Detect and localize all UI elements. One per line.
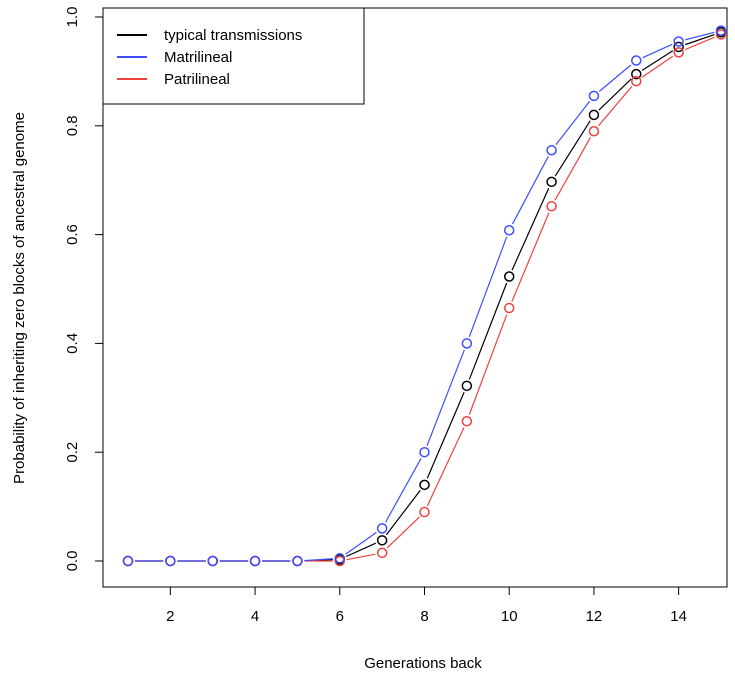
series-segment <box>641 50 674 71</box>
series-segment <box>426 349 465 446</box>
data-point <box>715 29 727 40</box>
data-point <box>546 176 557 188</box>
series-segment <box>641 55 674 78</box>
legend-label: Patrilineal <box>164 71 230 88</box>
data-point <box>461 338 473 349</box>
data-point <box>503 302 515 314</box>
series-segment <box>385 458 422 523</box>
data-point <box>588 109 600 121</box>
y-tick-label: 0.2 <box>64 442 81 463</box>
y-tick-label: 1.0 <box>64 7 81 28</box>
x-tick-label: 8 <box>420 608 428 625</box>
series-segment <box>385 490 421 536</box>
series-segment <box>642 43 673 59</box>
x-tick-label: 4 <box>251 608 259 625</box>
series-segment <box>597 86 633 127</box>
data-point <box>673 36 684 47</box>
data-point <box>376 535 388 546</box>
data-point <box>165 555 176 567</box>
series-patrilineal <box>122 29 727 567</box>
y-axis-label: Probability of inheriting zero blocks of… <box>11 112 28 484</box>
series-segment <box>468 282 508 380</box>
data-point <box>546 145 557 156</box>
data-point <box>631 75 642 87</box>
series-segment <box>555 101 591 146</box>
data-point <box>503 224 515 236</box>
legend-label: Matrilineal <box>164 49 232 66</box>
data-point <box>715 25 727 36</box>
series-segment <box>511 212 550 302</box>
series-segment <box>345 531 377 555</box>
data-point <box>376 523 388 534</box>
series-segment <box>685 31 715 41</box>
data-point <box>249 555 261 567</box>
series-group <box>122 25 727 567</box>
data-point <box>334 555 346 567</box>
data-point <box>122 555 134 567</box>
series-segment <box>685 33 715 46</box>
data-point <box>673 41 684 53</box>
y-tick-label: 0.4 <box>64 333 81 354</box>
x-tick-label: 12 <box>586 608 603 625</box>
series-typical-transmissions <box>122 26 727 567</box>
x-axis-label: Generations back <box>364 655 482 672</box>
data-point <box>588 125 600 137</box>
series-segment <box>554 120 591 177</box>
legend: typical transmissions Matrilineal Patrilin… <box>102 7 365 105</box>
series-segment <box>468 236 508 338</box>
data-point <box>419 506 430 518</box>
data-point <box>334 553 346 564</box>
data-point <box>673 47 684 58</box>
series-matrilineal <box>122 25 727 567</box>
series-segment <box>511 187 550 271</box>
series-segment <box>554 137 592 201</box>
series-segment <box>304 558 333 562</box>
series-segment <box>386 516 420 549</box>
data-point <box>546 201 557 212</box>
x-tick-label: 10 <box>501 608 518 625</box>
x-tick-label: 6 <box>336 608 344 625</box>
series-segment <box>468 314 508 415</box>
series-segment <box>426 392 465 479</box>
legend-label: typical transmissions <box>164 27 302 44</box>
data-point <box>419 479 430 491</box>
axis-ticks: 2 4 6 8 10 12 14 0.0 0.2 0.4 0.6 0.8 1.0 <box>64 7 687 625</box>
data-point <box>461 415 473 427</box>
data-point <box>631 55 642 66</box>
plot-frame <box>102 7 728 588</box>
series-segment <box>346 553 376 561</box>
data-point <box>503 271 515 282</box>
data-point <box>631 68 642 80</box>
data-point <box>292 555 303 567</box>
series-segment <box>598 64 632 92</box>
data-point <box>588 90 600 102</box>
data-point <box>207 555 218 567</box>
series-segment <box>511 156 549 225</box>
y-tick-label: 0.0 <box>64 551 81 572</box>
x-tick-label: 2 <box>166 608 174 625</box>
series-segment <box>684 36 715 51</box>
series-segment <box>345 542 377 558</box>
data-point <box>461 380 473 392</box>
series-segment <box>598 78 632 111</box>
series-segment <box>426 427 465 506</box>
x-tick-label: 14 <box>670 608 687 625</box>
data-point <box>376 547 388 559</box>
data-point <box>419 446 430 458</box>
y-tick-label: 0.6 <box>64 224 81 245</box>
y-tick-label: 0.8 <box>64 115 81 136</box>
